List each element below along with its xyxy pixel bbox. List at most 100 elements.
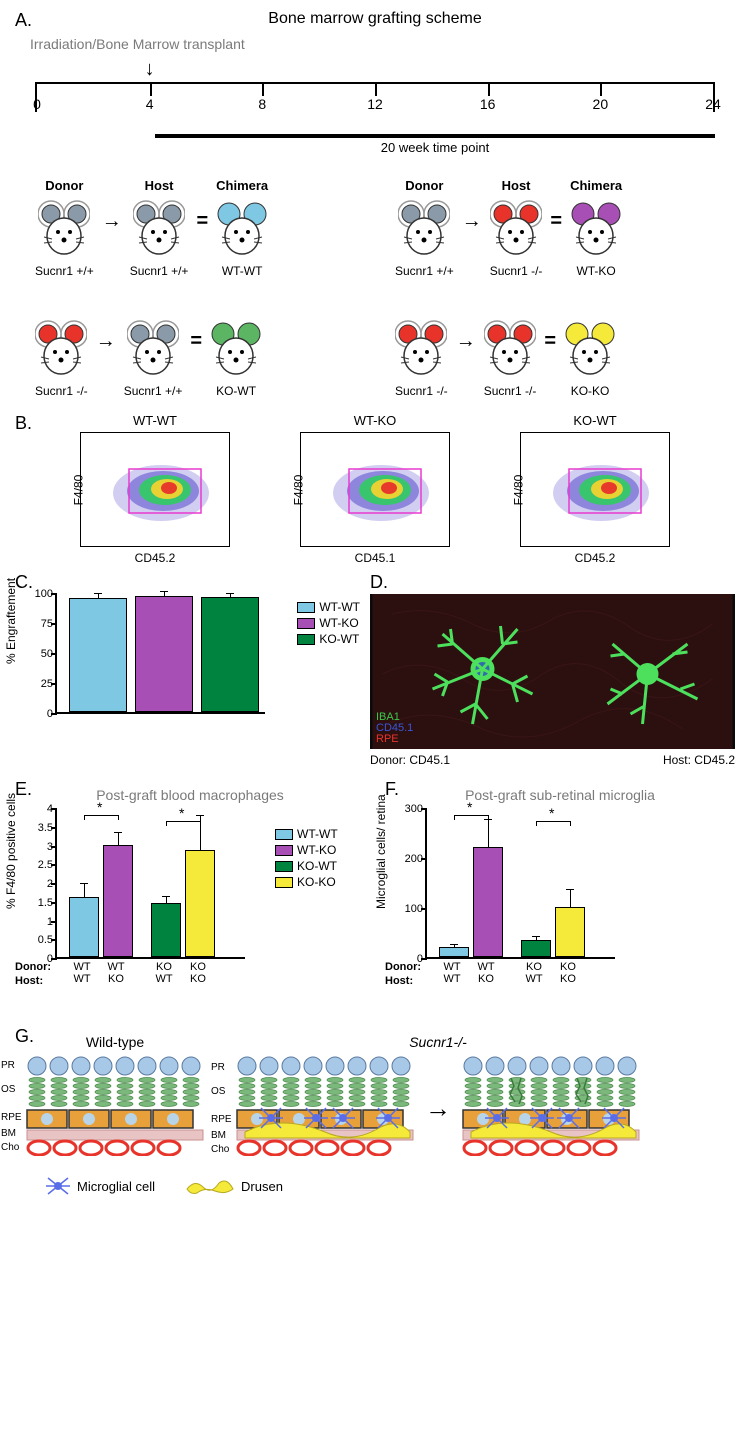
panel-d-label: D. [370, 572, 388, 593]
bar [135, 596, 193, 712]
legend-item: WT-WT [275, 827, 338, 841]
panel-d-channel-label: IBA1 [376, 711, 400, 723]
schematic-wt-title: Wild-type [25, 1034, 205, 1050]
timeline-tick-label: 24 [705, 96, 721, 112]
bar-xlabel: WTKO [104, 961, 128, 985]
panel-ef: E. Post-graft blood macrophages % F4/80 … [15, 787, 735, 1009]
mouse-genotype: KO-KO [564, 384, 616, 398]
legend-text: Drusen [241, 1179, 283, 1194]
legend-g: Microglial cell Drusen [15, 1173, 735, 1199]
bar [185, 850, 215, 957]
legend-swatch [297, 618, 315, 629]
mouse-genotype: Sucnr1 +/+ [35, 264, 94, 278]
donor-label: Donor: [15, 961, 51, 973]
equals-icon: = [196, 178, 208, 233]
timeline-tick-label: 12 [367, 96, 383, 112]
panel-cd: C. % Engraftement0255075100 WT-WTWT-KOKO… [15, 580, 735, 767]
timeline-tick-label: 0 [33, 96, 41, 112]
bar-xlabel: WTKO [474, 961, 498, 985]
mouse-genotype: KO-WT [210, 384, 262, 398]
bar [521, 940, 551, 958]
legend-text: Microglial cell [77, 1179, 155, 1194]
legend-swatch [297, 634, 315, 645]
microglia-icon [45, 1173, 71, 1199]
facs-plot: KO-WT F4/80 CD45.2 [520, 413, 670, 565]
layer-label: BM [1, 1128, 16, 1139]
mouse-row: Donor Sucnr1 +/+ → Host [395, 178, 715, 278]
legend-item: KO-WT [297, 632, 360, 646]
chart-f: Microglial cells/ retina0100200300**Dono… [385, 809, 735, 1009]
mouse-genotype: Sucnr1 +/+ [124, 384, 183, 398]
equals-icon: = [550, 178, 562, 233]
panel-d-bottom-right: Host: CD45.2 [663, 753, 735, 767]
legend-text: WT-WT [319, 600, 360, 614]
facs-scatter-icon [113, 465, 209, 521]
panel-c: C. % Engraftement0255075100 WT-WTWT-KOKO… [15, 580, 355, 767]
bar-xlabel: WTWT [70, 961, 94, 985]
panel-a-title: Bone marrow grafting scheme [15, 10, 735, 28]
legend-item: KO-WT [275, 859, 338, 873]
panel-f: F. Post-graft sub-retinal microglia Micr… [385, 787, 735, 1009]
sig-star: * [549, 805, 554, 821]
panel-d-bottom-left: Donor: CD45.1 [370, 753, 450, 767]
bar [473, 847, 503, 957]
panel-a-subtitle: Irradiation/Bone Marrow transplant [30, 36, 735, 52]
legend-text: KO-WT [319, 632, 359, 646]
mouse-genotype: Sucnr1 -/- [490, 264, 543, 278]
mouse-genotype: Sucnr1 +/+ [395, 264, 454, 278]
donor-label: Donor: [385, 961, 421, 973]
legend-item: Microglial cell [45, 1173, 155, 1199]
panel-b-label: B. [15, 413, 32, 434]
layer-label: RPE [211, 1114, 232, 1125]
legend-item: KO-KO [275, 875, 338, 889]
panel-f-title: Post-graft sub-retinal microglia [385, 787, 735, 803]
arrow-icon: → [96, 298, 116, 353]
legend-item: WT-KO [297, 616, 360, 630]
panel-e-title: Post-graft blood macrophages [15, 787, 365, 803]
timeline: 04812162024↓ 20 week time point [15, 82, 735, 138]
facs-xlabel: CD45.2 [520, 551, 670, 565]
drusen-icon [185, 1175, 235, 1197]
panel-b: B. WT-WT F4/80 CD45.2 WT-KO [15, 413, 735, 565]
panel-d: D. [370, 580, 735, 767]
timeline-arrow-icon: ↓ [145, 58, 155, 81]
schematic-ko-title: Sucnr1-/- [235, 1034, 641, 1050]
bar-xlabel: KOKO [186, 961, 210, 985]
bar [103, 845, 133, 958]
equals-icon: = [190, 298, 202, 353]
mouse-row: Donor Sucnr1 +/+ → Host [35, 178, 355, 278]
legend-text: WT-KO [297, 843, 336, 857]
bar [201, 597, 259, 712]
bar [439, 947, 469, 957]
facs-box: F4/80 [80, 432, 230, 547]
bar-xlabel: KOKO [556, 961, 580, 985]
mouse-genotype: Sucnr1 -/- [35, 384, 88, 398]
panel-g: G. Wild-type PROSRPEBMChoSucnr1-/- [15, 1034, 735, 1199]
arrow-icon: → [456, 298, 476, 353]
facs-plot: WT-KO F4/80 CD45.1 [300, 413, 450, 565]
arrow-icon: → [462, 178, 482, 233]
legend-item: Drusen [185, 1175, 283, 1197]
legend-item: WT-WT [297, 600, 360, 614]
legend-swatch [275, 845, 293, 856]
panel-d-image: RPECD45.1IBA1 [370, 594, 735, 749]
legend-swatch [275, 861, 293, 872]
layer-label: PR [1, 1060, 15, 1071]
panel-a-label: A. [15, 10, 32, 31]
panel-d-channel-label: CD45.1 [376, 722, 413, 734]
layer-label: OS [211, 1086, 225, 1097]
layer-label: Cho [211, 1144, 229, 1155]
panel-d-channel-label: RPE [376, 733, 399, 745]
timeline-tick-label: 8 [258, 96, 266, 112]
legend-e: WT-WT WT-KO KO-WT KO-KO [275, 827, 338, 891]
microscopy-icon [370, 594, 735, 749]
ylabel: % Engraftement [4, 578, 18, 664]
timeline-bar: 20 week time point [155, 134, 715, 138]
sig-star: * [179, 805, 184, 821]
facs-box: F4/80 [300, 432, 450, 547]
bar-xlabel: WTWT [440, 961, 464, 985]
bar [69, 598, 127, 712]
host-label: Host: [385, 975, 413, 987]
legend-text: WT-KO [319, 616, 358, 630]
facs-row: WT-WT F4/80 CD45.2 WT-KO F4/80 [15, 413, 735, 565]
